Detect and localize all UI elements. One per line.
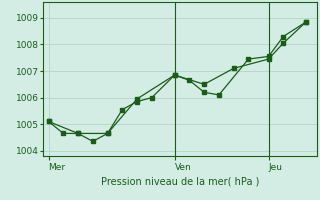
X-axis label: Pression niveau de la mer( hPa ): Pression niveau de la mer( hPa ) [101,176,259,186]
